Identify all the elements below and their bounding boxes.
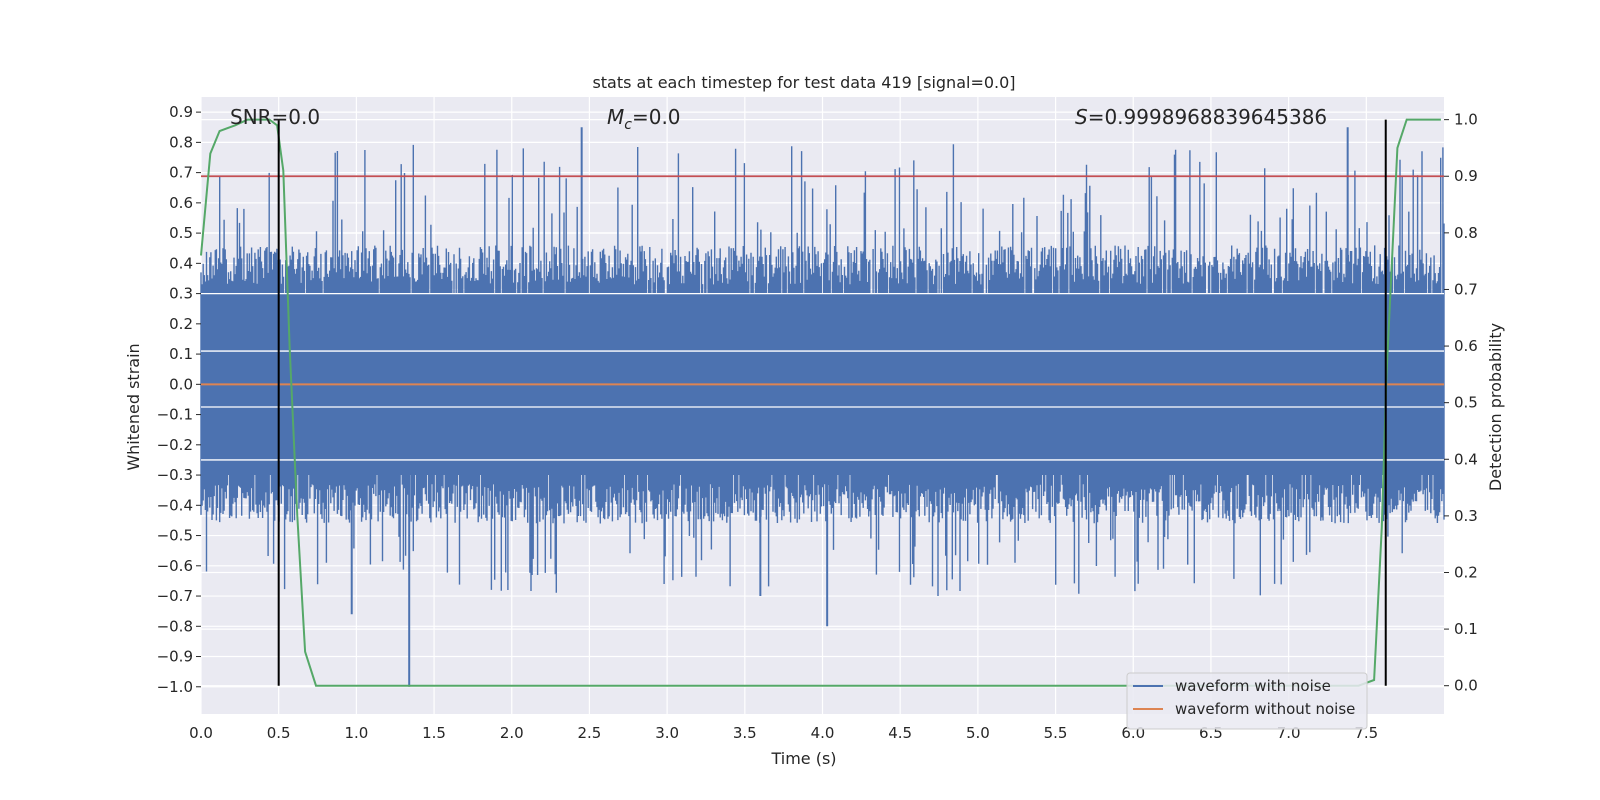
s-value: =0.9998968839645386 bbox=[1088, 105, 1327, 129]
snr-annotation: SNR=0.0 bbox=[230, 105, 320, 129]
mc-subscript: c bbox=[624, 117, 632, 133]
legend-label-noise: waveform with noise bbox=[1175, 677, 1331, 695]
y-tick-label: 0.5 bbox=[169, 224, 193, 242]
y-right-tick-label: 0.0 bbox=[1454, 677, 1478, 695]
y-axis-label: Whitened strain bbox=[124, 343, 143, 470]
y-right-tick-label: 0.4 bbox=[1454, 450, 1478, 468]
x-tick-label: 3.0 bbox=[655, 724, 679, 742]
x-tick-label: 0.0 bbox=[189, 724, 213, 742]
y-tick-label: −0.6 bbox=[157, 557, 193, 575]
y-tick-label: −0.2 bbox=[157, 436, 193, 454]
mc-annotation: Mc=0.0 bbox=[607, 105, 681, 133]
y-tick-label: 0.1 bbox=[169, 345, 193, 363]
y-tick-label: 0.4 bbox=[169, 254, 193, 272]
y-right-tick-label: 0.7 bbox=[1454, 280, 1478, 298]
y-axis-right-label: Detection probability bbox=[1486, 323, 1505, 491]
mc-symbol: M bbox=[607, 105, 624, 129]
y-tick-label: −0.3 bbox=[157, 466, 193, 484]
x-tick-label: 5.5 bbox=[1044, 724, 1068, 742]
x-tick-label: 2.5 bbox=[578, 724, 602, 742]
y-tick-label: −0.9 bbox=[157, 648, 193, 666]
x-axis-label: Time (s) bbox=[770, 749, 836, 768]
y-tick-label: 0.9 bbox=[169, 103, 193, 121]
y-tick-label: −0.8 bbox=[157, 617, 193, 635]
y-right-tick-label: 0.8 bbox=[1454, 224, 1478, 242]
y-right-tick-label: 0.3 bbox=[1454, 507, 1478, 525]
y-tick-label: −0.1 bbox=[157, 406, 193, 424]
y-tick-label: −0.4 bbox=[157, 496, 193, 514]
s-annotation: S=0.9998968839645386 bbox=[1075, 105, 1327, 129]
legend: waveform with noise waveform without noi… bbox=[1126, 672, 1368, 730]
y-tick-label: −1.0 bbox=[157, 678, 193, 696]
y-right-tick-label: 1.0 bbox=[1454, 111, 1478, 129]
x-tick-label: 2.0 bbox=[500, 724, 524, 742]
y-tick-label: 0.8 bbox=[169, 133, 193, 151]
x-tick-label: 1.0 bbox=[344, 724, 368, 742]
y-tick-label: 0.2 bbox=[169, 315, 193, 333]
y-tick-label: 0.6 bbox=[169, 194, 193, 212]
y-right-tick-label: 0.5 bbox=[1454, 394, 1478, 412]
x-tick-label: 4.5 bbox=[888, 724, 912, 742]
y-right-tick-label: 0.9 bbox=[1454, 167, 1478, 185]
y-tick-label: 0.7 bbox=[169, 164, 193, 182]
y-right-tick-label: 0.1 bbox=[1454, 620, 1478, 638]
overlay-lines bbox=[200, 118, 1444, 687]
y-tick-label: −0.7 bbox=[157, 587, 193, 605]
x-tick-label: 4.0 bbox=[811, 724, 835, 742]
x-tick-label: 5.0 bbox=[966, 724, 990, 742]
x-tick-label: 3.5 bbox=[733, 724, 757, 742]
mc-value: =0.0 bbox=[632, 105, 681, 129]
y-tick-label: −0.5 bbox=[157, 527, 193, 545]
x-tick-label: 0.5 bbox=[267, 724, 291, 742]
legend-box bbox=[1126, 672, 1368, 730]
y-right-tick-label: 0.6 bbox=[1454, 337, 1478, 355]
y-tick-label: 0.3 bbox=[169, 285, 193, 303]
s-symbol: S bbox=[1075, 105, 1088, 129]
chart-title: stats at each timestep for test data 419… bbox=[592, 73, 1015, 92]
legend-label-clean: waveform without noise bbox=[1175, 700, 1355, 718]
x-tick-label: 1.5 bbox=[422, 724, 446, 742]
y-tick-label: 0.0 bbox=[169, 375, 193, 393]
y-right-tick-label: 0.2 bbox=[1454, 563, 1478, 581]
